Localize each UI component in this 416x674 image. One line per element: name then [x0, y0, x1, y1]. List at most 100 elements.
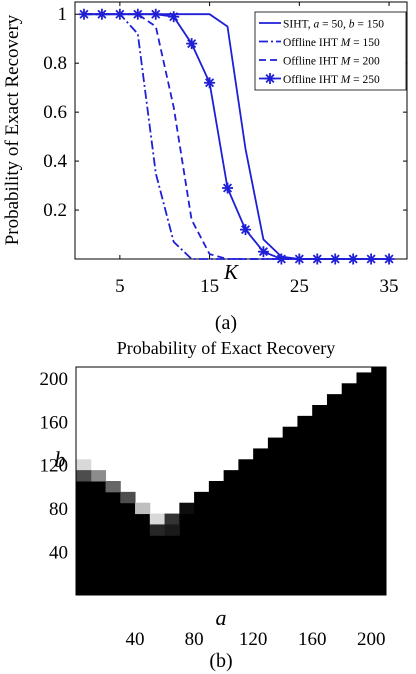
- y-tick-label: 1: [58, 4, 68, 25]
- heatmap-cell: [90, 470, 107, 482]
- series-4-point: [275, 253, 287, 265]
- heatmap-cell: [76, 470, 92, 482]
- heatmap-cell-column: [297, 426, 313, 595]
- heatmap-cell: [179, 502, 195, 515]
- series-4-point: [257, 246, 269, 258]
- heatmap-cell: [282, 426, 298, 439]
- heatmap-y-tick-label: 120: [40, 456, 69, 477]
- heatmap-cell: [120, 491, 136, 504]
- heatmap-cell: [135, 502, 151, 515]
- heatmap-cell: [297, 415, 313, 428]
- heatmap-y-tick-label: 200: [40, 369, 69, 390]
- series-4-point: [239, 224, 251, 236]
- heatmap-cell: [164, 513, 180, 525]
- series-4-point: [293, 253, 305, 265]
- line-chart-ticks: 5 15 25 35 0.2 0.4 0.6 0.8 1: [43, 2, 407, 297]
- heatmap-cell: [312, 405, 328, 417]
- line-chart-series: [78, 8, 395, 265]
- heatmap-cell: [238, 459, 254, 471]
- heatmap-cell-column: [356, 383, 372, 595]
- line-chart-ylabel: Probability of Exact Recovery: [2, 14, 23, 245]
- legend-label-2: Offline IHT M = 150: [283, 37, 380, 49]
- heatmap-cell: [223, 470, 239, 482]
- heatmap-x-tick-label: 160: [298, 629, 327, 650]
- series-4-point: [78, 8, 90, 20]
- heatmap-cell: [149, 513, 166, 525]
- series-4-point: [311, 253, 323, 265]
- heatmap-ticks: 40 80 120 160 200 40 80 120 160 200: [40, 369, 386, 650]
- heatmap-cell-column: [208, 491, 225, 595]
- heatmap-cell-column: [223, 481, 239, 595]
- heatmap-cell: [371, 367, 387, 373]
- x-tick-label: 15: [200, 276, 219, 297]
- heatmap-cell-column: [326, 405, 343, 595]
- heatmap-y-tick-label: 80: [49, 499, 68, 520]
- heatmap-cell-column: [282, 437, 298, 595]
- heatmap-cell-column: [76, 470, 92, 595]
- series-4-point: [383, 253, 395, 265]
- series-4-point: [329, 253, 341, 265]
- series-4-point: [347, 253, 359, 265]
- series-4-point: [222, 182, 234, 194]
- series-4-point: [186, 38, 198, 50]
- heatmap-x-tick-label: 120: [239, 629, 268, 650]
- x-tick-label: 25: [290, 276, 309, 297]
- panel-a-label: (a): [215, 312, 237, 334]
- y-tick-label: 0.4: [43, 151, 67, 172]
- heatmap-title: Probability of Exact Recovery: [117, 338, 335, 358]
- heatmap-cell: [105, 481, 121, 493]
- series-4-point: [132, 8, 144, 20]
- heatmap-cell-column: [164, 524, 180, 595]
- heatmap-cell-column: [105, 491, 121, 595]
- heatmap-cell-column: [238, 470, 254, 595]
- heatmap-cell: [253, 448, 269, 460]
- heatmap-cell-column: [341, 394, 357, 595]
- heatmap-cell-column: [149, 524, 166, 595]
- heatmap-panel: 40 80 120 160 200 40 80 120 160 200 Probability o…: [40, 338, 387, 672]
- heatmap-ylabel: b: [55, 447, 66, 472]
- heatmap-cell-column: [371, 372, 387, 595]
- y-tick-label: 0.8: [43, 53, 67, 74]
- heatmap-cell-column: [120, 502, 136, 595]
- x-tick-label: 35: [380, 276, 399, 297]
- heatmap-y-tick-label: 160: [40, 412, 69, 433]
- heatmap-cell-column: [90, 481, 107, 595]
- y-tick-label: 0.2: [43, 200, 67, 221]
- series-4-point: [150, 8, 162, 20]
- heatmap-cell: [341, 383, 357, 395]
- legend-marker: [264, 73, 276, 84]
- series-4-point: [168, 11, 180, 23]
- series-4-point: [96, 8, 108, 20]
- heatmap-cell-column: [135, 513, 151, 595]
- heatmap-cells: [76, 367, 387, 595]
- series-4-point: [114, 8, 126, 20]
- series-4-point: [365, 253, 377, 265]
- heatmap-cell: [326, 394, 343, 406]
- heatmap-cell: [267, 437, 284, 449]
- heatmap-cell: [164, 524, 180, 536]
- legend-label-4: Offline IHT M = 250: [283, 74, 380, 86]
- legend-label-3: Offline IHT M = 200: [283, 56, 380, 68]
- heatmap-x-tick-label: 200: [357, 629, 386, 650]
- heatmap-cell: [76, 459, 92, 471]
- heatmap-x-tick-label: 80: [185, 629, 204, 650]
- heatmap-xlabel: a: [216, 605, 227, 630]
- legend-box: [254, 11, 407, 91]
- heatmap-cell-column: [194, 502, 210, 595]
- line-chart-panel: 5 15 25 35 0.2 0.4 0.6 0.8 1 Probability of Exac…: [2, 1, 408, 334]
- heatmap-cell-column: [253, 459, 269, 595]
- heatmap-cell: [149, 524, 166, 536]
- series-4-point: [204, 77, 216, 89]
- heatmap-cell: [194, 491, 210, 504]
- legend-label-1: SIHT, a = 50, b = 150: [283, 19, 384, 31]
- heatmap-x-tick-label: 40: [126, 629, 145, 650]
- x-tick-label: 5: [115, 276, 125, 297]
- heatmap-cell: [356, 372, 372, 384]
- y-tick-label: 0.6: [43, 102, 67, 123]
- panel-b-label: (b): [209, 650, 232, 672]
- heatmap-cell: [208, 481, 225, 493]
- line-chart-xlabel: K: [223, 260, 239, 284]
- heatmap-frame: [75, 366, 387, 596]
- heatmap-cell-column: [179, 513, 195, 595]
